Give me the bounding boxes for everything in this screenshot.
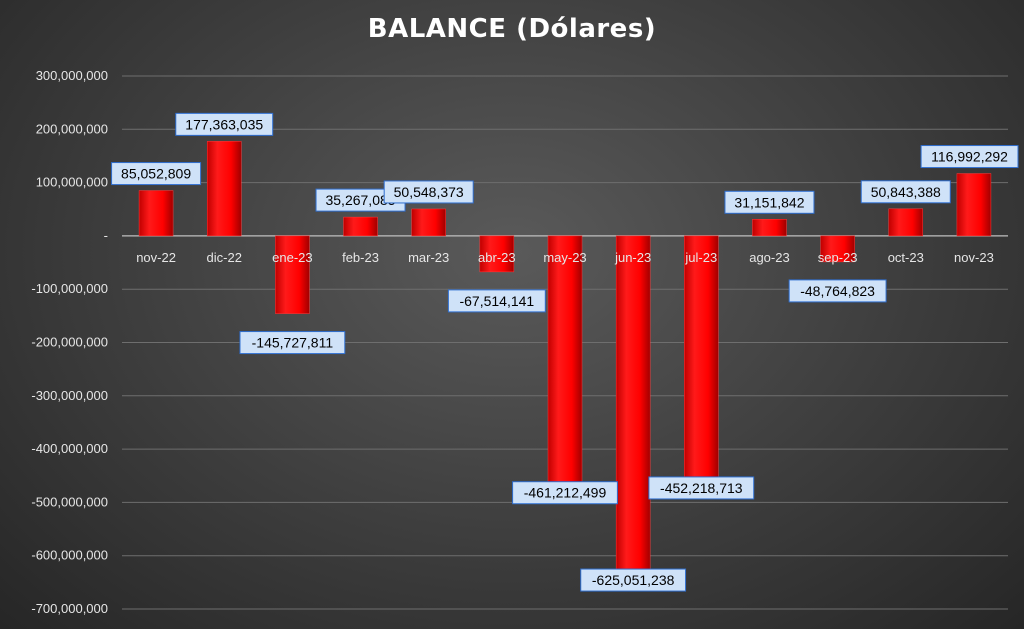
- y-tick-label: -300,000,000: [31, 388, 108, 403]
- bar-ene-23: [275, 235, 310, 314]
- data-label: 50,548,373: [383, 180, 474, 204]
- y-tick-label: -600,000,000: [31, 548, 108, 563]
- data-label: 116,992,292: [920, 145, 1019, 169]
- data-label-box: [580, 568, 687, 592]
- data-label: 177,363,035: [175, 112, 274, 136]
- data-label-box: [175, 112, 274, 136]
- y-tick-label: 200,000,000: [36, 121, 108, 136]
- data-label: -461,212,499: [512, 481, 618, 505]
- y-tick-label: -700,000,000: [31, 601, 108, 616]
- data-label-box: [648, 476, 755, 500]
- bar-ago-23: [752, 219, 787, 237]
- data-label-text: 31,151,842: [734, 194, 804, 210]
- data-label: 35,267,085: [315, 188, 406, 212]
- y-tick-label: -: [104, 228, 108, 243]
- data-label-text: 177,363,035: [185, 116, 263, 132]
- x-tick-label: nov-22: [136, 250, 176, 265]
- chart-title: BALANCE (Dólares): [367, 14, 657, 44]
- x-tick-label: ago-23: [749, 250, 789, 265]
- y-tick-label: -500,000,000: [31, 494, 108, 509]
- y-tick-label: 100,000,000: [36, 175, 108, 190]
- bar-mar-23: [411, 208, 446, 237]
- y-tick-label: -400,000,000: [31, 441, 108, 456]
- data-label-box: [920, 145, 1019, 169]
- bar-oct-23: [888, 208, 924, 237]
- data-label-box: [239, 331, 346, 355]
- y-tick-label: -100,000,000: [31, 281, 108, 296]
- x-tick-label: dic-22: [207, 250, 242, 265]
- data-label: 50,843,388: [860, 180, 951, 204]
- data-label-text: -67,514,141: [459, 293, 534, 309]
- bar-feb-23: [343, 216, 378, 237]
- bar-jun-23: [615, 235, 651, 570]
- x-tick-label: oct-23: [888, 250, 924, 265]
- x-tick-label: jun-23: [614, 250, 651, 265]
- x-tick-label: ene-23: [272, 250, 312, 265]
- data-label: -48,764,823: [788, 279, 887, 303]
- data-label-text: 35,267,085: [325, 192, 395, 208]
- bar-nov-23: [956, 173, 992, 237]
- x-tick-label: feb-23: [342, 250, 379, 265]
- data-label: -145,727,811: [239, 331, 346, 355]
- x-tick-label: mar-23: [408, 250, 449, 265]
- data-label-text: -625,051,238: [592, 572, 675, 588]
- data-label-box: [860, 180, 951, 204]
- x-tick-label: sep-23: [818, 250, 858, 265]
- data-label-text: -452,218,713: [660, 480, 743, 496]
- data-label-box: [724, 190, 815, 214]
- bar-jul-23: [684, 235, 719, 478]
- data-label-box: [111, 162, 202, 186]
- data-label: 85,052,809: [111, 162, 202, 186]
- data-label-text: 116,992,292: [931, 149, 1008, 165]
- data-label: -67,514,141: [447, 289, 546, 313]
- x-tick-label: abr-23: [478, 250, 516, 265]
- x-tick-label: jul-23: [684, 250, 717, 265]
- bar-nov-22: [138, 190, 174, 237]
- data-label-text: -461,212,499: [524, 485, 607, 501]
- data-label-box: [788, 279, 887, 303]
- data-label-text: 50,843,388: [871, 184, 941, 200]
- x-tick-label: may-23: [543, 250, 586, 265]
- data-label: -625,051,238: [580, 568, 687, 592]
- bar-dic-22: [206, 141, 242, 237]
- data-label: -452,218,713: [648, 476, 755, 500]
- bar-abr-23: [479, 235, 515, 273]
- data-label: 31,151,842: [724, 190, 815, 214]
- data-label-box: [447, 289, 546, 313]
- y-tick-label: -200,000,000: [31, 335, 108, 350]
- data-label-text: -48,764,823: [800, 283, 875, 299]
- bar-sep-23: [820, 235, 855, 263]
- x-tick-label: nov-23: [954, 250, 994, 265]
- bar-may-23: [547, 235, 583, 482]
- data-label-text: 85,052,809: [121, 166, 191, 182]
- data-label-box: [512, 481, 618, 505]
- data-label-text: -145,727,811: [252, 335, 334, 351]
- data-label-text: 50,548,373: [394, 184, 464, 200]
- data-label-box: [383, 180, 474, 204]
- y-tick-label: 300,000,000: [36, 68, 108, 83]
